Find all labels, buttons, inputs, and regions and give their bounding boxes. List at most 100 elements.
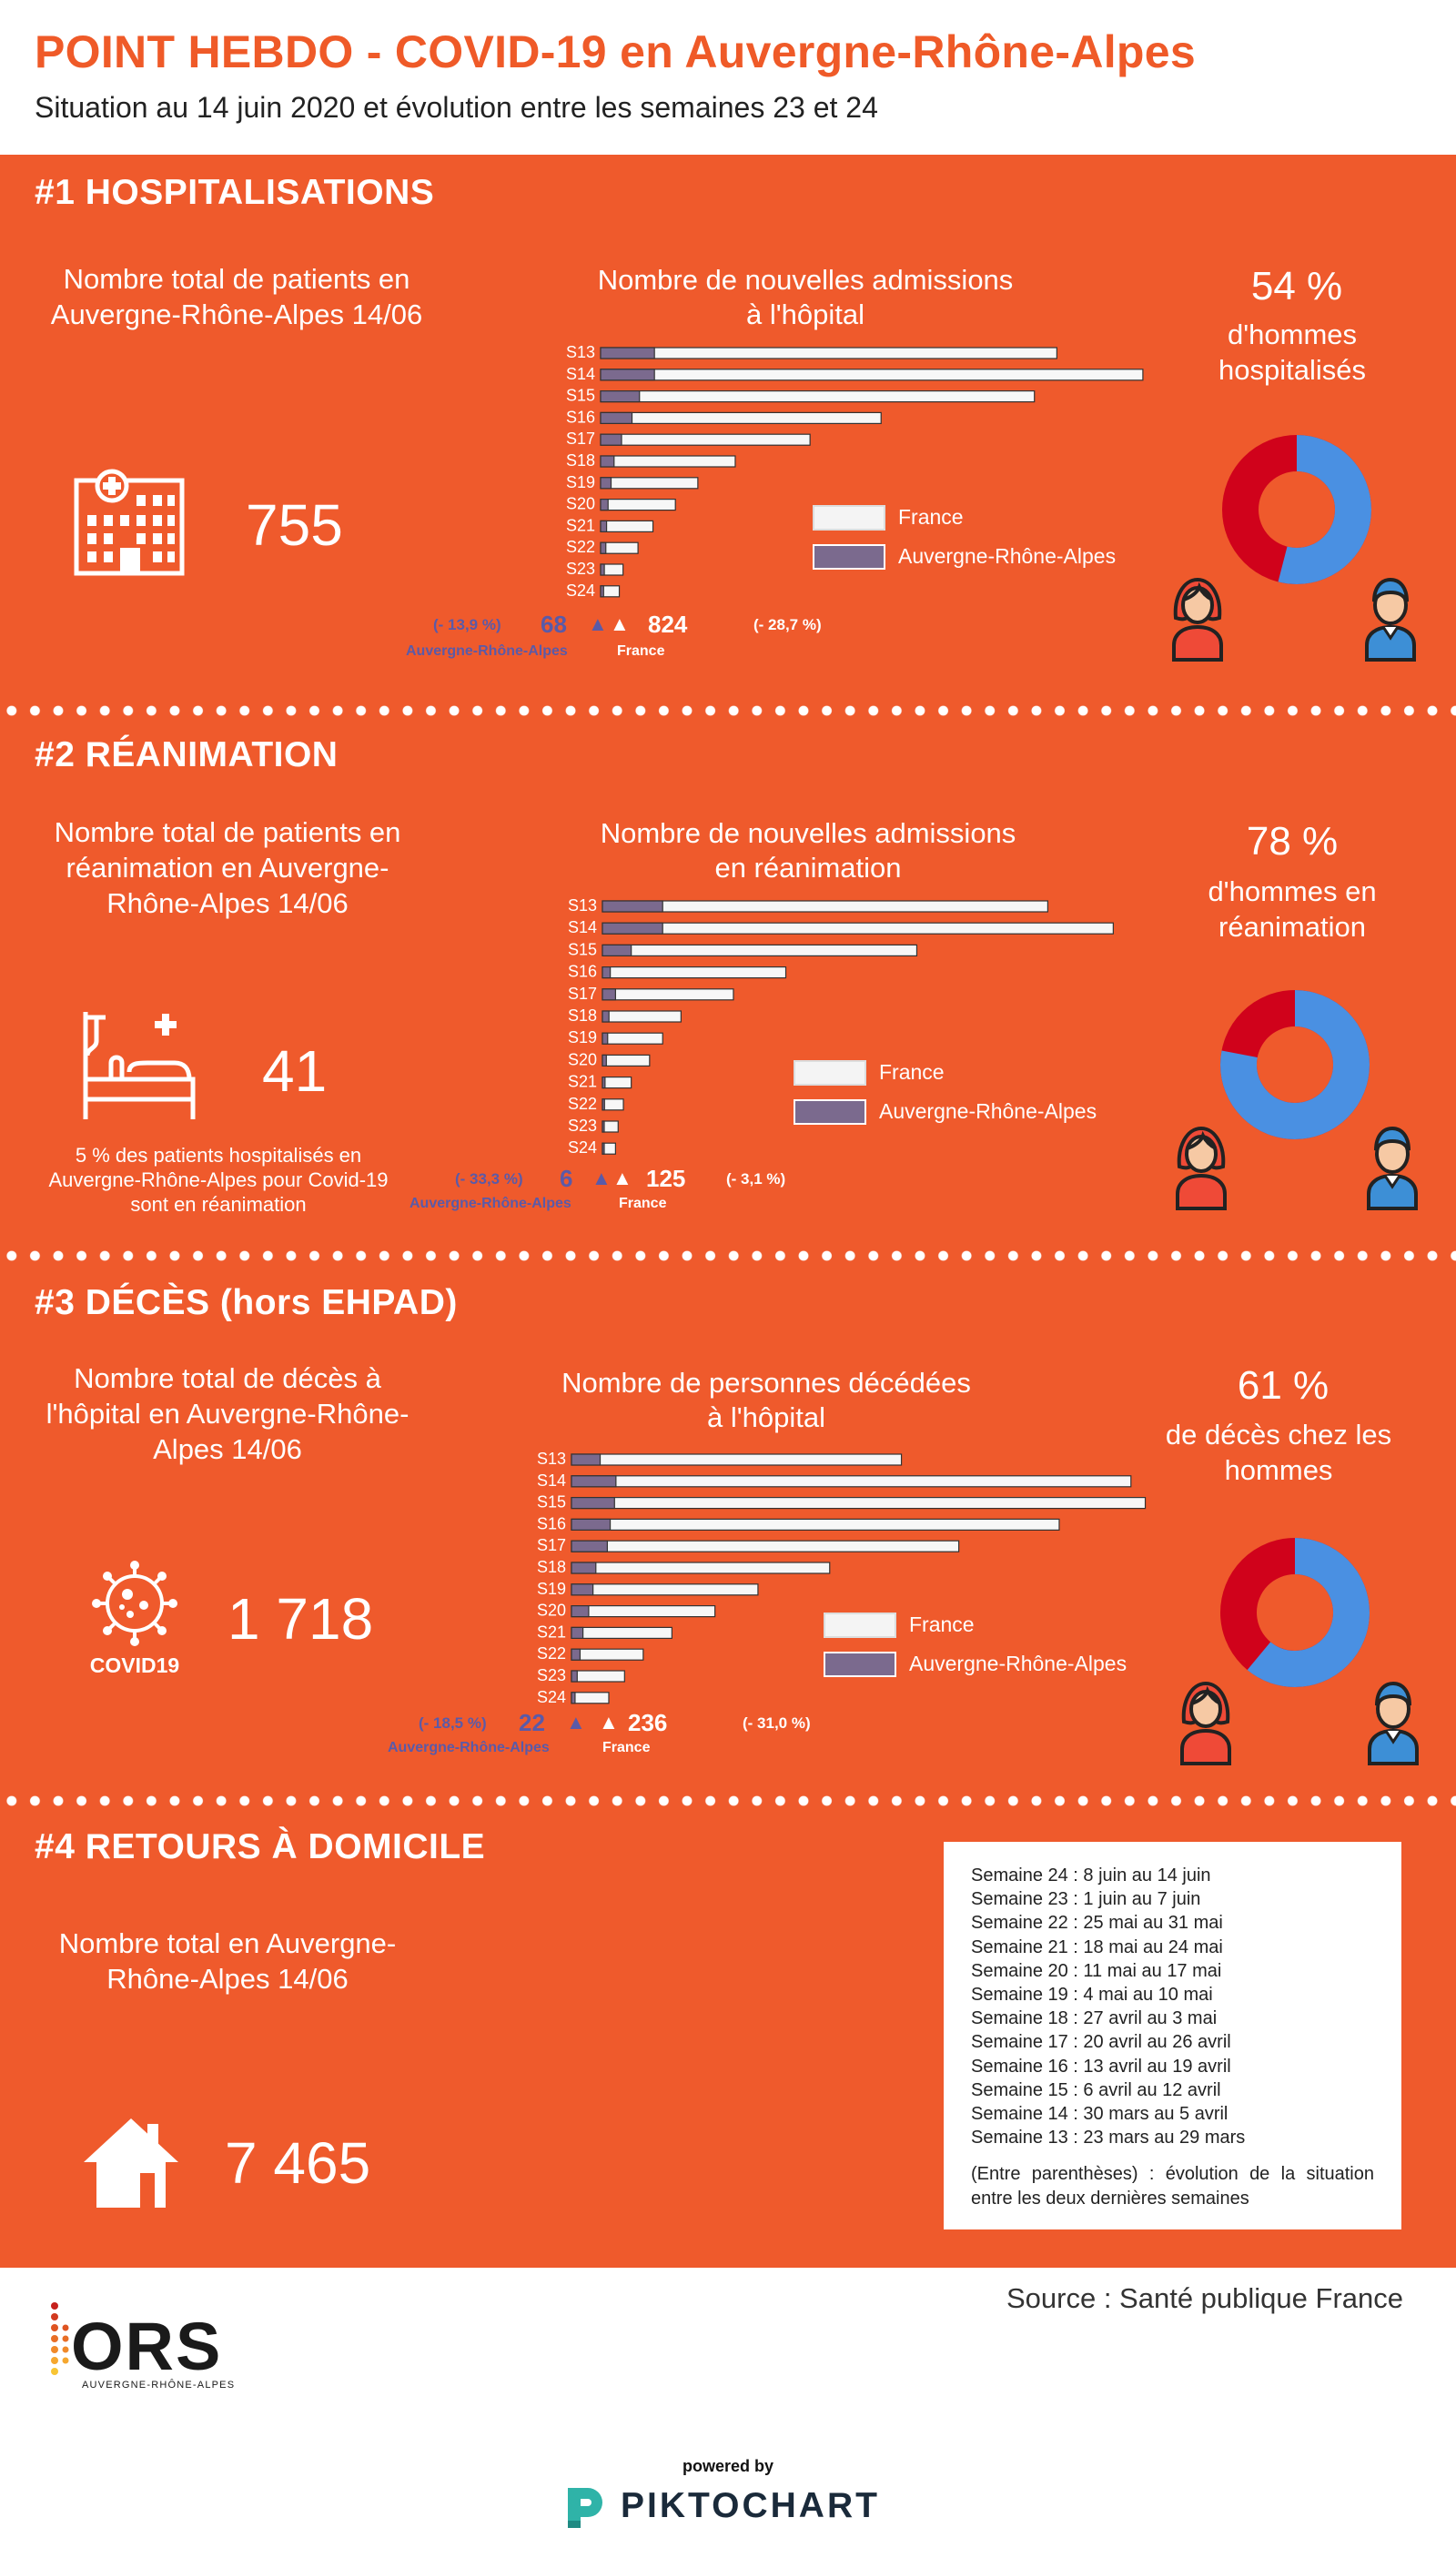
total-value: 755 [246,492,343,558]
region-label: Auvergne-Rhône-Alpes [410,1196,571,1211]
donut-chart-gender [1222,435,1371,584]
tick-label: S18 [537,1558,566,1576]
bar-region [602,1142,605,1155]
tick-label: S24 [537,1688,566,1706]
men-percentage: 61 % [1237,1363,1330,1408]
bar-france [571,1583,759,1596]
bar-france [602,900,1048,913]
bar-region [600,563,605,576]
triangle-up-icon: ▲ [610,612,630,635]
woman-icon [1180,1682,1231,1765]
bar-region [571,1518,612,1531]
bar-region [602,1098,605,1111]
week-line: Semaine 13 : 23 mars au 29 mars [971,2128,1246,2148]
triangle-up-icon: ▲ [588,612,608,635]
region-change: (- 13,9 %) [433,616,501,633]
woman-icon [1176,1127,1227,1210]
donut-slice-men [1222,435,1371,584]
tick-label: S16 [566,408,595,426]
france-value: 125 [646,1165,686,1192]
bar-region [602,1032,609,1045]
chart-title: Nombre de nouvelles admissions en réanima… [601,817,1016,884]
piktochart-text: PIKTOCHART [621,2486,880,2525]
bar-region [600,369,655,381]
bar-region [602,1077,606,1089]
legend-swatch-region [813,544,885,570]
tick-label: S13 [537,1450,566,1468]
tick-label: S20 [566,495,595,513]
man-icon [1367,1127,1418,1210]
bar-france [600,347,1057,359]
bar-region [600,477,612,490]
dotted-divider [0,1795,1456,1807]
bar-france [571,1540,960,1552]
tick-label: S23 [537,1666,566,1684]
week-line: Semaine 18 : 27 avril au 3 mai [971,2008,1218,2029]
triangle-up-icon: ▲ [592,1167,612,1189]
donut-chart-gender [1220,1538,1370,1687]
weekly-stats: (- 13,9 %) 68 ▲ ▲ 824 (- 28,7 %) Auvergn… [406,607,855,662]
triangle-up-icon: ▲ [599,1711,619,1734]
weekly-stats: (- 18,5 %) 22 ▲ ▲ 236 (- 31,0 %) Auvergn… [388,1707,837,1762]
bar-france [571,1562,831,1574]
bar-france [571,1605,716,1618]
bar-france [571,1670,625,1683]
donut-chart-gender [1220,990,1370,1139]
tick-label: S19 [566,473,595,491]
total-value: 1 718 [228,1586,374,1652]
legend-swatch-region [824,1652,896,1677]
piktochart-brand[interactable]: PIKTOCHART [562,2484,877,2532]
france-label: France [619,1196,667,1211]
region-label: Auvergne-Rhône-Alpes [406,643,568,659]
bar-region [571,1497,615,1510]
ors-logo: ORS AUVERGNE-RHÔNE-ALPES [47,2300,284,2391]
man-icon [1365,578,1416,662]
france-change: (- 3,1 %) [726,1170,786,1188]
legend-label-france: France [898,505,964,529]
tick-label: S20 [568,1050,597,1068]
chart-title: Nombre de personnes décédées à l'hôpital [561,1367,971,1433]
reanimation-note: 5 % des patients hospitalisés en Auvergn… [48,1144,389,1216]
tick-label: S18 [566,451,595,470]
tick-label: S15 [537,1493,566,1511]
bar-france [602,1054,651,1067]
region-value: 6 [560,1165,573,1192]
bar-france [571,1648,644,1661]
tick-label: S17 [568,985,597,1003]
bar-region [571,1562,597,1574]
bar-region [602,1054,607,1067]
ors-logo-graphic: ORS AUVERGNE-RHÔNE-ALPES [51,2302,234,2391]
legend-swatch-france [794,1060,866,1086]
bar-france [602,988,734,1001]
bar-region [602,900,663,913]
tick-label: S22 [568,1095,597,1113]
bar-france [571,1453,903,1466]
week-line: Semaine 24 : 8 juin au 14 juin [971,1865,1211,1886]
tick-label: S21 [537,1623,566,1641]
legend-swatch-region [794,1099,866,1125]
bar-region [571,1648,581,1661]
france-label: France [617,643,665,659]
bar-france [600,477,699,490]
tick-label: S15 [566,387,595,405]
region-value: 68 [541,611,567,638]
chart-title: Nombre de nouvelles admissions à l'hôpita… [598,264,1014,330]
bar-france [600,433,811,446]
men-percentage: 54 % [1250,264,1343,308]
bar-france [602,1077,632,1089]
legend-label-france: France [909,1613,975,1636]
tick-label: S21 [566,516,595,534]
tick-label: S14 [566,365,595,383]
bar-region [602,944,632,956]
france-value: 236 [628,1709,668,1736]
weeks-legend-box: Semaine 24 : 8 juin au 14 juin Semaine 23… [944,1842,1401,2229]
week-line: Semaine 20 : 11 mai au 17 mai [971,1960,1222,1981]
week-line: Semaine 22 : 25 mai au 31 mai [971,1913,1223,1934]
bar-region [600,455,615,468]
bar-region [600,520,608,532]
tick-label: S22 [566,538,595,556]
bar-region [602,1010,610,1023]
bar-region [571,1475,617,1488]
tick-label: S24 [568,1138,597,1157]
